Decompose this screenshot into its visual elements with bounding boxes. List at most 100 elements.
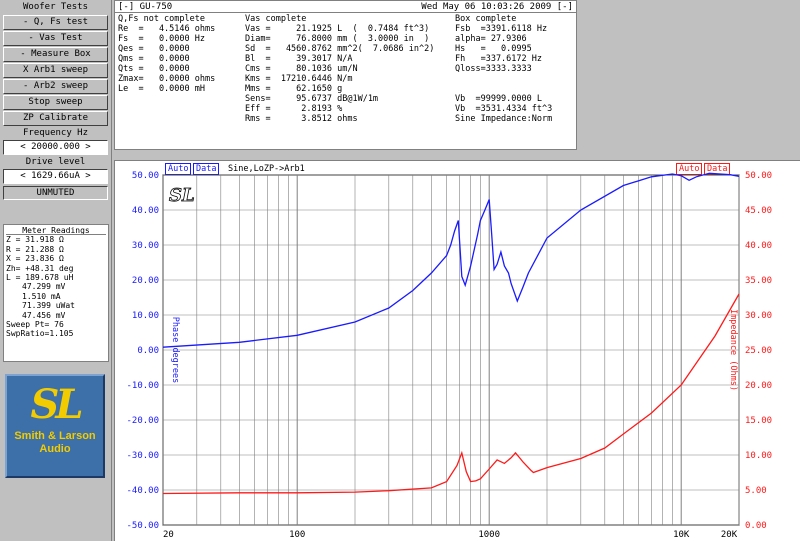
meter-line: 47.299 mV — [22, 282, 66, 292]
right-tick-label: 0.00 — [745, 521, 767, 531]
sweep-mode-label: Sine,LoZP->Arb1 — [228, 164, 305, 174]
x-tick-label: 20K — [721, 530, 738, 540]
vas-row: Kms = 17210.6446 N/m — [245, 74, 353, 84]
left-tick-label: 10.00 — [132, 311, 159, 321]
q-fs-row: Zmax= 0.0000 ohms — [118, 74, 216, 84]
meter-line: X = 23.836 Ω — [6, 254, 64, 264]
box-status: Box complete — [455, 14, 517, 24]
q-fs-row: Re = 4.5146 ohms — [118, 24, 216, 34]
box-row — [455, 84, 575, 94]
measure-box-button[interactable]: - Measure Box — [3, 47, 108, 62]
q-fs-row: Le = 0.0000 mH — [118, 84, 205, 94]
vas-status: Vas complete — [245, 14, 307, 24]
window-title: [-] GU-750 — [118, 2, 173, 12]
right-tick-label: 40.00 — [745, 241, 772, 251]
vas-row: Cms = 80.1036 um/N — [245, 64, 358, 74]
impedance-series-line — [162, 293, 740, 495]
vas-row: Mms = 62.1650 g — [245, 84, 343, 94]
right-axis-title: Impedance (Ohms) — [728, 309, 738, 391]
x-tick-label: 100 — [289, 530, 305, 540]
meter-line: R = 21.288 Ω — [6, 244, 64, 254]
right-tick-label: 35.00 — [745, 276, 772, 286]
window-timestamp: Wed May 06 10:03:26 2009 [-] — [421, 2, 573, 12]
vas-column: Vas complete Vas = 21.1925 L ( 0.7484 ft… — [245, 14, 455, 124]
q-fs-row: Fs = 0.0000 Hz — [118, 34, 205, 44]
box-row: Fsb =3391.6118 Hz — [455, 24, 548, 34]
left-tick-label: -20.00 — [126, 416, 159, 426]
meter-line: SwpRatio=1.105 — [6, 329, 74, 339]
vas-row: Rms = 3.8512 ohms — [245, 114, 358, 124]
smith-larson-logo: SL Smith & Larson Audio — [5, 374, 105, 478]
vas-row: Sd = 4560.8762 mm^2( 7.0686 in^2) — [245, 44, 435, 54]
chart-window: Auto Data Sine,LoZP->Arb1 Auto Data 50.0… — [114, 160, 800, 541]
vas-row: Diam= 76.8000 mm ( 3.0000 in ) — [245, 34, 430, 44]
x-tick-label: 10K — [673, 530, 690, 540]
left-tick-label: -10.00 — [126, 381, 159, 391]
vas-row: Eff = 2.8193 % — [245, 104, 343, 114]
right-tick-label: 30.00 — [745, 311, 772, 321]
q-fs-row: Qts = 0.0000 — [118, 64, 190, 74]
mute-status-toggle[interactable]: UNMUTED — [3, 186, 108, 200]
left-tick-label: 20.00 — [132, 276, 159, 286]
x-tick-label: 1000 — [478, 530, 500, 540]
q-fs-row: Qes = 0.0000 — [118, 44, 190, 54]
vas-test-button[interactable]: - Vas Test — [3, 31, 108, 46]
left-tick-label: 0.00 — [137, 346, 159, 356]
logo-line-2: Audio — [39, 443, 71, 455]
drive-level-field[interactable]: < 1629.66uA > — [3, 169, 108, 184]
box-row: alpha= 27.9306 — [455, 34, 527, 44]
box-row — [455, 74, 575, 84]
right-tick-label: 45.00 — [745, 206, 772, 216]
q-fs-test-button[interactable]: - Q, Fs test — [3, 15, 108, 30]
left-tick-label: -30.00 — [126, 451, 159, 461]
box-row: Qloss=3333.3333 — [455, 64, 532, 74]
drive-level-label: Drive level — [25, 157, 86, 167]
woofer-tests-header: Woofer Tests — [0, 0, 111, 14]
meter-line: 71.399 uWat — [22, 301, 75, 311]
meter-line: 47.456 mV — [22, 310, 66, 320]
box-row: Fh =337.6172 Hz — [455, 54, 542, 64]
q-fs-column: Q,Fs not complete Re = 4.5146 ohms Fs = … — [118, 14, 242, 94]
left-tick-label: 50.00 — [132, 171, 159, 181]
meter-line: 1.510 mA — [22, 291, 61, 301]
arb1-sweep-button[interactable]: X Arb1 sweep — [3, 63, 108, 78]
q-fs-row: Qms = 0.0000 — [118, 54, 190, 64]
meter-line: Zh= +48.31 deg — [6, 263, 74, 273]
left-axis-title: Phase degrees — [170, 317, 180, 384]
q-fs-status: Q,Fs not complete — [118, 14, 205, 24]
left-panel: Woofer Tests - Q, Fs test - Vas Test - M… — [0, 0, 112, 541]
left-tick-label: -50.00 — [126, 521, 159, 531]
right-tick-label: 10.00 — [745, 451, 772, 461]
window-titlebar: [-] GU-750 Wed May 06 10:03:26 2009 [-] — [115, 1, 576, 13]
arb2-sweep-button[interactable]: - Arb2 sweep — [3, 79, 108, 94]
stop-sweep-button[interactable]: Stop sweep — [3, 95, 108, 110]
impedance-mode-note: Sine Impedance:Norm — [455, 114, 553, 124]
frequency-field[interactable]: < 20000.000 > — [3, 140, 108, 155]
right-tick-label: 5.00 — [745, 486, 767, 496]
meter-line: L = 189.678 uH — [6, 272, 74, 282]
right-tick-label: 20.00 — [745, 381, 772, 391]
meter-line: Sweep Pt= 76 — [6, 319, 64, 329]
left-tick-label: -40.00 — [126, 486, 159, 496]
vas-row: Bl = 39.3017 N/A — [245, 54, 353, 64]
frequency-label: Frequency Hz — [22, 128, 89, 138]
chart-logo-mark: SL — [169, 185, 195, 206]
meter-title: Meter Readings — [6, 226, 106, 236]
vas-row: Sens= 95.6737 dB@1W/1m — [245, 94, 379, 104]
box-row: Hs = 0.0995 — [455, 44, 532, 54]
box-row: Vb =99999.0000 L — [455, 94, 542, 104]
phase-impedance-chart: 50.00 40.00 30.00 20.00 10.00 0.00 -10.00 -20.0… — [126, 171, 772, 540]
box-column: Box complete Fsb =3391.6118 Hz alpha= 27… — [455, 14, 575, 124]
left-tick-label: 30.00 — [132, 241, 159, 251]
right-tick-label: 25.00 — [745, 346, 772, 356]
logo-mark: SL — [30, 381, 83, 428]
meter-line: Z = 31.918 Ω — [6, 235, 64, 245]
x-tick-label: 20 — [163, 530, 174, 540]
results-panel: [-] GU-750 Wed May 06 10:03:26 2009 [-] … — [114, 0, 577, 150]
right-tick-label: 50.00 — [745, 171, 772, 181]
phase-series-line — [162, 172, 740, 348]
vas-row: Vas = 21.1925 L ( 0.7484 ft^3) — [245, 24, 430, 34]
logo-line-1: Smith & Larson — [14, 430, 96, 442]
meter-readings-panel: Meter Readings Z = 31.918 Ω R = 21.288 Ω… — [3, 224, 109, 362]
zp-calibrate-button[interactable]: ZP Calibrate — [3, 111, 108, 126]
